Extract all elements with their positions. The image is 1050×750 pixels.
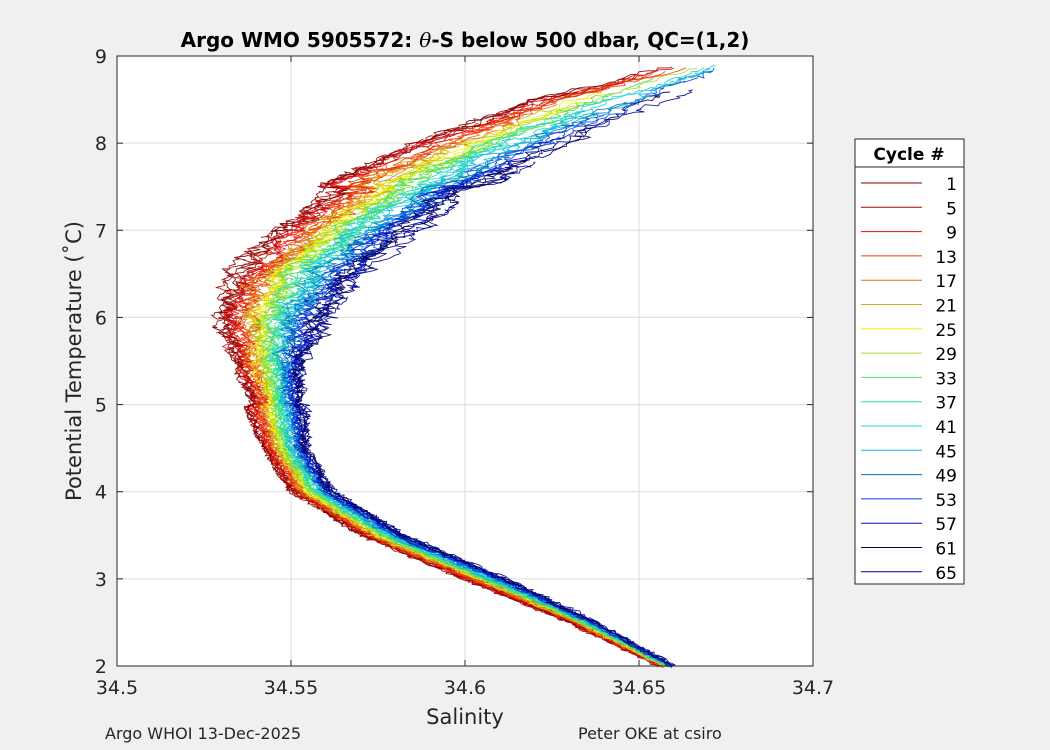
legend-box — [854, 138, 965, 585]
legend-label-25: 25 — [935, 321, 957, 341]
profile-cycle-53 — [280, 115, 670, 667]
y-axis-label: Potential Temperature (˚C) — [62, 221, 86, 501]
legend-label-33: 33 — [935, 369, 957, 389]
title-suffix: -S below 500 dbar, QC=(1,2) — [431, 28, 749, 52]
legend-label-5: 5 — [946, 199, 957, 219]
title-theta: θ — [419, 28, 431, 52]
legend-label-1: 1 — [946, 175, 957, 195]
profile-cycle-65 — [293, 165, 676, 666]
legend-label-9: 9 — [946, 224, 957, 244]
x-tick-label: 34.6 — [444, 677, 486, 699]
profile-cycle-61 — [292, 170, 672, 668]
legend-label-41: 41 — [935, 418, 957, 438]
profile-cycle-1 — [218, 86, 658, 665]
profile-cycle-25 — [249, 97, 665, 667]
profile-cycle-37 — [267, 132, 669, 666]
profile-cycle-17 — [241, 103, 666, 667]
x-tick-label: 34.7 — [792, 677, 834, 699]
x-axis-label: Salinity — [426, 705, 504, 729]
title-prefix: Argo WMO 5905572: — [181, 28, 420, 52]
y-tick-label: 2 — [95, 656, 107, 678]
footer-left: Argo WHOI 13-Dec-2025 — [105, 724, 302, 743]
legend-label-65: 65 — [935, 564, 957, 584]
legend-label-21: 21 — [935, 297, 957, 317]
profile-cycle-13 — [239, 67, 687, 666]
y-tick-label: 8 — [95, 133, 107, 155]
legend-label-17: 17 — [935, 272, 957, 292]
legend-label-37: 37 — [935, 394, 957, 414]
x-tick-label: 34.65 — [612, 677, 666, 699]
y-tick-label: 5 — [95, 395, 107, 417]
x-tick-label: 34.5 — [96, 677, 138, 699]
profile-cycle-65 — [295, 161, 676, 667]
x-tick-label: 34.55 — [264, 677, 318, 699]
y-tick-label: 6 — [95, 307, 107, 329]
axes: 34.5 34.55 34.6 34.65 34.7 2 3 4 5 6 7 8 9 — [95, 46, 834, 699]
chart-title: Argo WMO 5905572: θ-S below 500 dbar, QC… — [181, 28, 750, 52]
profile-cycle-5 — [215, 74, 660, 667]
grid — [117, 56, 813, 666]
y-tick-label: 4 — [95, 482, 107, 504]
footer-right: Peter OKE at csiro — [578, 724, 722, 743]
profile-cycle-21 — [242, 145, 666, 668]
legend-label-49: 49 — [935, 467, 957, 487]
legend-label-57: 57 — [935, 515, 957, 535]
y-tick-label: 9 — [95, 46, 107, 68]
profiles — [210, 64, 717, 668]
legend-label-45: 45 — [935, 442, 957, 462]
legend-label-13: 13 — [935, 248, 957, 268]
profile-cycle-57 — [288, 166, 674, 667]
y-tick-label: 7 — [95, 220, 107, 242]
legend-label-29: 29 — [935, 345, 957, 365]
legend-label-61: 61 — [935, 540, 957, 560]
legend-label-53: 53 — [935, 491, 957, 511]
profile-cycle-33 — [263, 93, 667, 667]
legend-entries: 1 5 9 13 17 21 25 29 33 37 41 45 49 53 57 61 65 — [861, 175, 957, 584]
legend-title: Cycle # — [873, 145, 944, 165]
y-tick-label: 3 — [95, 569, 107, 591]
profile-cycle-45 — [277, 67, 711, 667]
legend: Cycle # 1 5 9 13 17 21 25 29 33 37 41 45 49 53 57 61 65 — [854, 138, 965, 585]
